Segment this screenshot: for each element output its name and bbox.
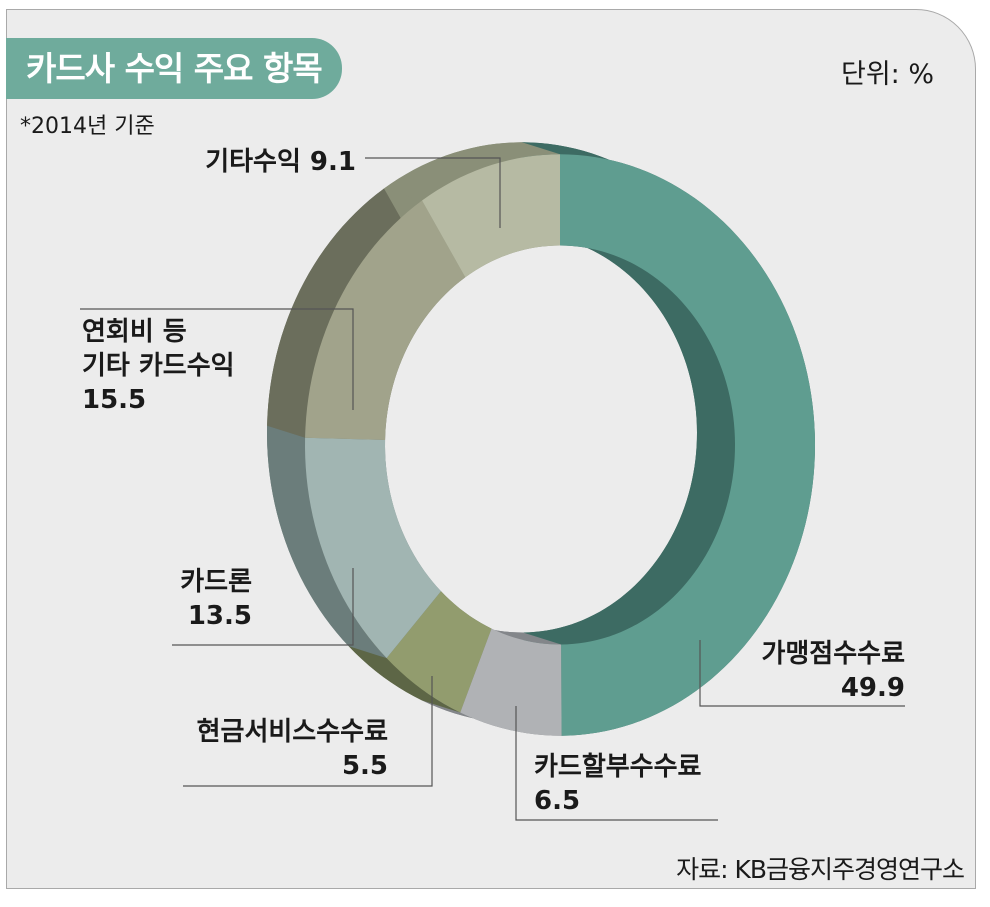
slice-installment-fee bbox=[460, 628, 562, 736]
data-label-annual-fee-other-0: 연회비 등 bbox=[82, 317, 187, 347]
slice-merchant-fee bbox=[560, 154, 815, 736]
source-note: 자료: KB금융지주경영연구소 bbox=[676, 855, 965, 884]
data-label-cash-service-fee-1: 5.5 bbox=[342, 751, 388, 781]
data-label-annual-fee-other-2: 15.5 bbox=[82, 385, 146, 415]
slice-labels: 가맹점수수료 49.9 카드할부수수료 6.5 현금서비스수수료 5.5 카드론 13.5 연회… bbox=[82, 147, 905, 816]
leader-line-installment-fee bbox=[515, 706, 718, 821]
unit-label: 단위: % bbox=[840, 59, 934, 90]
slice-card-loan bbox=[305, 437, 442, 659]
data-label-cash-service-fee-0: 현금서비스수수료 bbox=[197, 717, 388, 747]
slice-cash-service-fee bbox=[386, 591, 492, 713]
leader-line-annual-fee-other bbox=[80, 308, 354, 410]
data-label-annual-fee-other-1: 기타 카드수익 bbox=[82, 351, 235, 381]
data-label-card-loan-1: 13.5 bbox=[188, 601, 252, 631]
slice-side-outer-other-income bbox=[384, 142, 560, 201]
slice-side-outer-cash-service-fee bbox=[348, 646, 461, 713]
slice-side-outer-card-loan bbox=[267, 425, 387, 659]
basis-note: *2014년 기준 bbox=[20, 114, 155, 139]
leader-line-merchant-fee bbox=[699, 640, 905, 707]
data-label-other-income-0: 기타수익 9.1 bbox=[205, 147, 356, 177]
slice-side-outer-annual-fee-other bbox=[267, 188, 423, 438]
data-label-installment-fee-1: 6.5 bbox=[534, 786, 580, 816]
chart-title: 카드사 수익 주요 항목 bbox=[6, 38, 342, 99]
donut-slices bbox=[305, 154, 815, 736]
data-label-installment-fee-0: 카드할부수수료 bbox=[534, 752, 702, 782]
slice-side-inner-merchant-fee bbox=[522, 233, 735, 645]
data-label-merchant-fee-0: 가맹점수수료 bbox=[761, 639, 905, 669]
leader-line-cash-service-fee bbox=[183, 676, 433, 787]
slice-annual-fee-other bbox=[305, 200, 466, 440]
data-label-card-loan-0: 카드론 bbox=[180, 567, 252, 597]
leader-line-other-income bbox=[365, 157, 501, 228]
slice-other-income bbox=[422, 154, 560, 278]
leader-line-card-loan bbox=[172, 568, 354, 646]
data-label-merchant-fee-1: 49.9 bbox=[841, 673, 905, 703]
leader-lines bbox=[80, 157, 905, 821]
slice-side-inner-installment-fee bbox=[453, 616, 562, 645]
